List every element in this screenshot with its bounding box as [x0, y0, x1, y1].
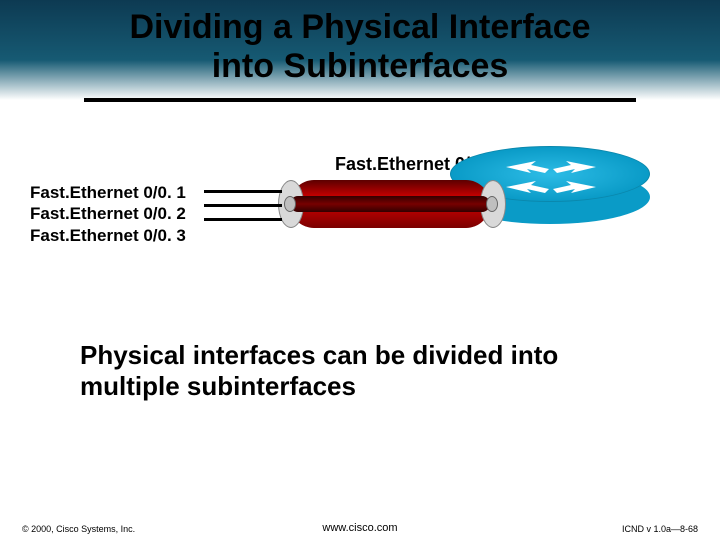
cable-inner-cap-left-icon	[284, 196, 296, 212]
sub-line-2	[204, 204, 282, 207]
footer-url: www.cisco.com	[0, 522, 720, 534]
sub-label-3: Fast.Ethernet 0/0. 3	[30, 225, 186, 246]
title-line-1: Dividing a Physical Interface	[129, 8, 590, 46]
title-line-2: into Subinterfaces	[212, 47, 509, 85]
sub-label-1: Fast.Ethernet 0/0. 1	[30, 182, 186, 203]
sub-line-1	[204, 190, 282, 193]
body-text: Physical interfaces can be divided into …	[80, 340, 660, 402]
cable-inner-icon	[290, 196, 490, 212]
sub-label-2: Fast.Ethernet 0/0. 2	[30, 203, 186, 224]
page-title: Dividing a Physical Interface into Subin…	[0, 8, 720, 86]
title-underline	[84, 98, 636, 102]
footer: © 2000, Cisco Systems, Inc. www.cisco.co…	[0, 520, 720, 540]
subinterface-labels: Fast.Ethernet 0/0. 1 Fast.Ethernet 0/0. …	[30, 182, 186, 246]
cable-inner-cap-right-icon	[486, 196, 498, 212]
sub-line-3	[204, 218, 282, 221]
slide: Dividing a Physical Interface into Subin…	[0, 0, 720, 540]
diagram	[240, 140, 670, 300]
footer-code: ICND v 1.0a—8-68	[622, 524, 698, 534]
